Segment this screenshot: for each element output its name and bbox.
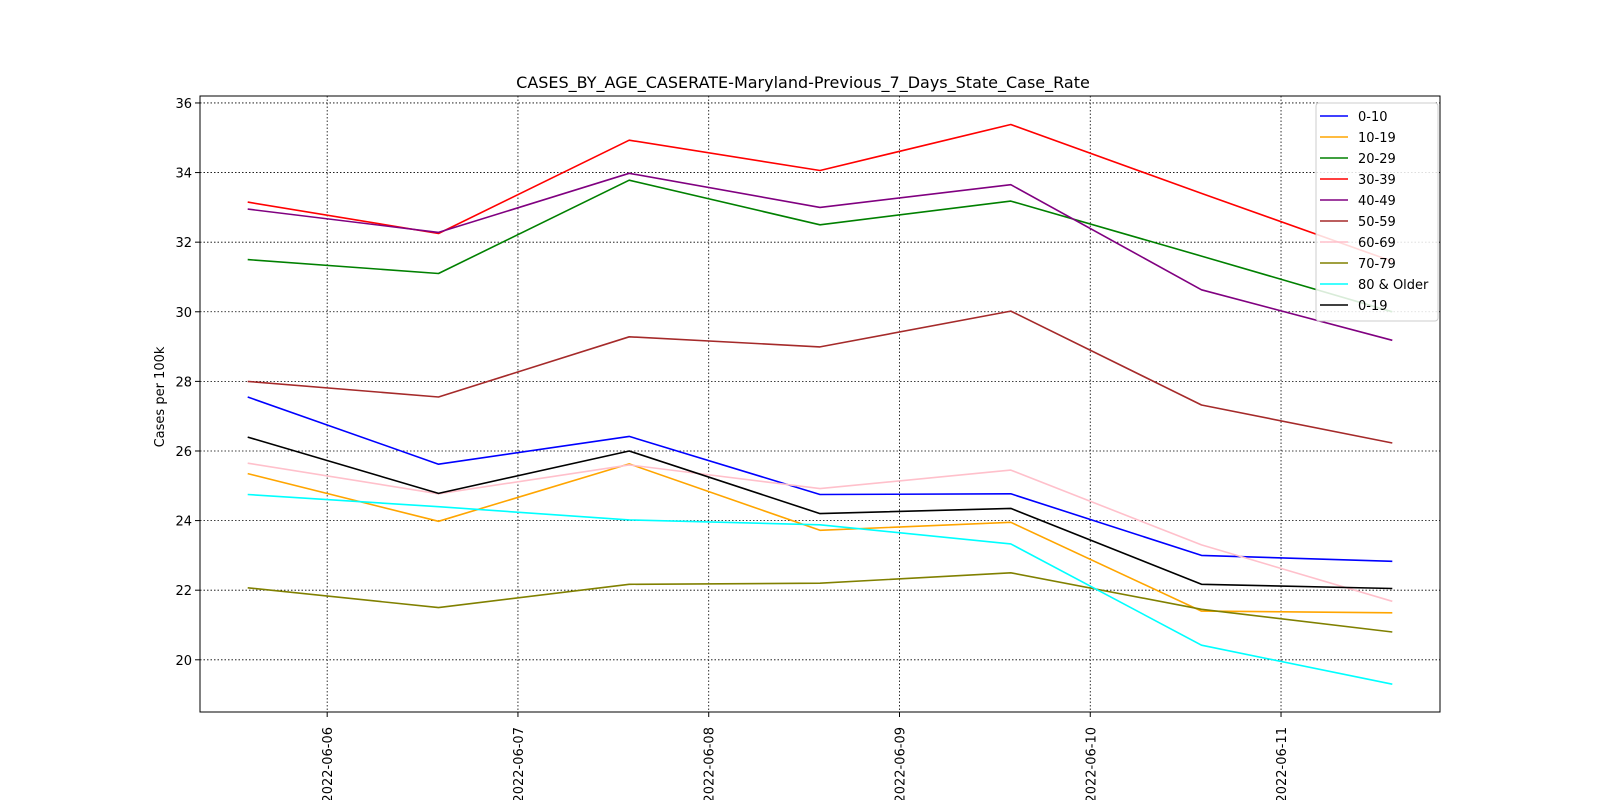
series-line-70-79 bbox=[247, 571, 1393, 633]
x-tick-label: 2022-06-08 bbox=[703, 727, 718, 800]
legend-label: 40-49 bbox=[1358, 194, 1396, 209]
y-tick-label: 34 bbox=[175, 167, 192, 182]
y-tick-label: 26 bbox=[175, 445, 192, 460]
x-tick-label: 2022-06-07 bbox=[512, 727, 527, 800]
y-tick-label: 32 bbox=[175, 236, 192, 251]
y-tick-label: 24 bbox=[175, 515, 192, 530]
legend-label: 70-79 bbox=[1358, 257, 1396, 272]
legend-label: 0-10 bbox=[1358, 110, 1388, 125]
chart-title: CASES_BY_AGE_CASERATE-Maryland-Previous_… bbox=[516, 73, 1090, 93]
y-tick-label: 28 bbox=[175, 375, 192, 390]
series-line-80-older bbox=[247, 493, 1393, 685]
legend: 0-10 10-19 20-29 30-39 40-49 50-59 60-69 70-79 8… bbox=[1315, 102, 1439, 322]
series-line-20-29 bbox=[247, 179, 1393, 313]
x-tick-label: 2022-06-09 bbox=[893, 727, 908, 800]
series-line-0-10 bbox=[247, 396, 1393, 563]
x-tick-label: 2022-06-11 bbox=[1275, 727, 1290, 800]
series-lines bbox=[247, 123, 1393, 685]
series-line-30-39 bbox=[247, 123, 1393, 263]
x-tick-label: 2022-06-06 bbox=[321, 727, 336, 800]
series-line-40-49 bbox=[247, 172, 1393, 342]
legend-label: 30-39 bbox=[1358, 173, 1396, 188]
legend-label: 10-19 bbox=[1358, 131, 1396, 146]
series-line-50-59 bbox=[247, 310, 1393, 444]
y-tick-label: 20 bbox=[175, 654, 192, 669]
legend-label: 0-19 bbox=[1358, 299, 1388, 314]
axes: 20 22 24 26 28 30 32 34 36 2022-06-06 2022-06-07 20… bbox=[175, 97, 1290, 800]
plot-area-frame bbox=[199, 95, 1441, 713]
legend-label: 60-69 bbox=[1358, 236, 1396, 251]
x-tick-label: 2022-06-10 bbox=[1084, 727, 1099, 800]
legend-label: 50-59 bbox=[1358, 215, 1396, 230]
y-axis-label: Cases per 100k bbox=[153, 346, 168, 447]
y-tick-label: 30 bbox=[175, 306, 192, 321]
y-tick-label: 22 bbox=[175, 584, 192, 599]
series-line-0-19 bbox=[247, 436, 1393, 590]
legend-label: 20-29 bbox=[1358, 152, 1396, 167]
y-tick-label: 36 bbox=[175, 97, 192, 112]
legend-label: 80 & Older bbox=[1358, 278, 1429, 293]
series-line-10-19 bbox=[247, 463, 1393, 614]
